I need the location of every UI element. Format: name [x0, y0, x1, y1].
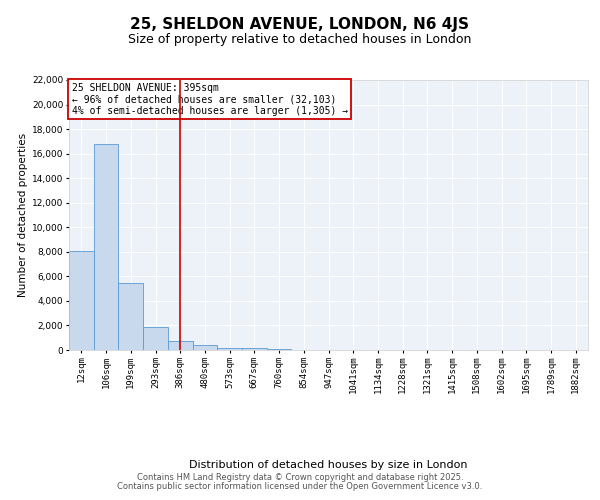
Bar [168, 341, 193, 350]
Bar [242, 348, 267, 350]
Bar [69, 250, 94, 350]
Y-axis label: Number of detached properties: Number of detached properties [18, 133, 28, 297]
Text: 25 SHELDON AVENUE: 395sqm
← 96% of detached houses are smaller (32,103)
4% of se: 25 SHELDON AVENUE: 395sqm ← 96% of detac… [72, 83, 348, 116]
Bar [118, 282, 143, 350]
Bar [94, 144, 118, 350]
X-axis label: Distribution of detached houses by size in London: Distribution of detached houses by size … [189, 460, 468, 470]
Text: 25, SHELDON AVENUE, LONDON, N6 4JS: 25, SHELDON AVENUE, LONDON, N6 4JS [131, 18, 470, 32]
Bar [193, 345, 217, 350]
Bar [143, 326, 168, 350]
Text: Contains HM Land Registry data © Crown copyright and database right 2025.: Contains HM Land Registry data © Crown c… [137, 474, 463, 482]
Bar [217, 348, 242, 350]
Text: Size of property relative to detached houses in London: Size of property relative to detached ho… [128, 32, 472, 46]
Text: Contains public sector information licensed under the Open Government Licence v3: Contains public sector information licen… [118, 482, 482, 491]
Bar [267, 349, 292, 350]
